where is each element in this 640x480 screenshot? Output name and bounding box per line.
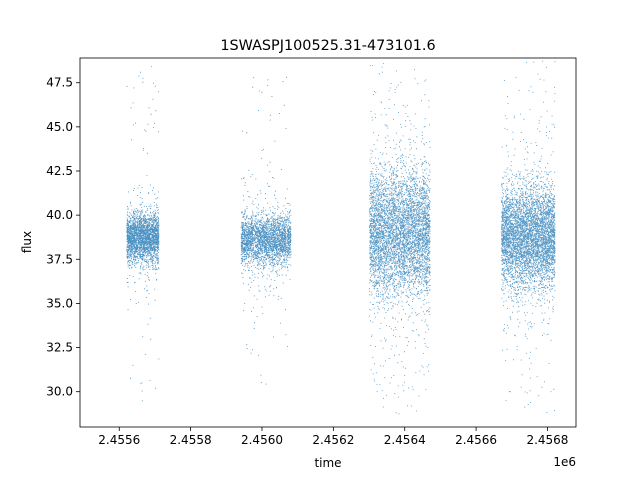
x-tick-label: 2.4556 bbox=[98, 433, 140, 447]
scatter-points bbox=[126, 60, 556, 415]
plot-frame bbox=[79, 57, 577, 428]
y-tick-label: 35.0 bbox=[46, 296, 73, 310]
x-tick-label: 2.4564 bbox=[384, 433, 426, 447]
scatter-segment-3 bbox=[369, 63, 431, 415]
scatter-segment-4 bbox=[501, 60, 556, 413]
scatter-segment-1 bbox=[126, 66, 160, 402]
chart-title: 1SWASPJ100525.31-473101.6 bbox=[220, 38, 435, 54]
y-tick-label: 42.5 bbox=[46, 164, 73, 178]
y-axis-label: flux bbox=[20, 231, 34, 253]
y-tick-label: 37.5 bbox=[46, 252, 73, 266]
x-tick-label: 2.4566 bbox=[455, 433, 497, 447]
x-tick-label: 2.4558 bbox=[170, 433, 212, 447]
y-tick-label: 32.5 bbox=[46, 341, 73, 355]
x-tick-label: 2.4560 bbox=[241, 433, 283, 447]
y-tick-label: 47.5 bbox=[46, 76, 73, 90]
y-tick-label: 40.0 bbox=[46, 208, 73, 222]
y-tick-label: 30.0 bbox=[46, 385, 73, 399]
y-axis-ticks: 30.0 32.5 35.0 37.5 40.0 42.5 45.0 47.5 bbox=[46, 76, 80, 399]
scatter-segment-2 bbox=[240, 76, 292, 385]
x-tick-label: 2.4562 bbox=[312, 433, 354, 447]
x-axis-label: time bbox=[314, 456, 341, 470]
x-tick-label: 2.4568 bbox=[526, 433, 568, 447]
x-axis-offset-label: 1e6 bbox=[553, 455, 576, 469]
y-tick-label: 45.0 bbox=[46, 120, 73, 134]
plot-area bbox=[79, 57, 577, 428]
plot-background bbox=[80, 58, 576, 427]
x-axis-ticks: 2.4556 2.4558 2.4560 2.4562 2.4564 2.4566 2.45… bbox=[98, 427, 568, 447]
